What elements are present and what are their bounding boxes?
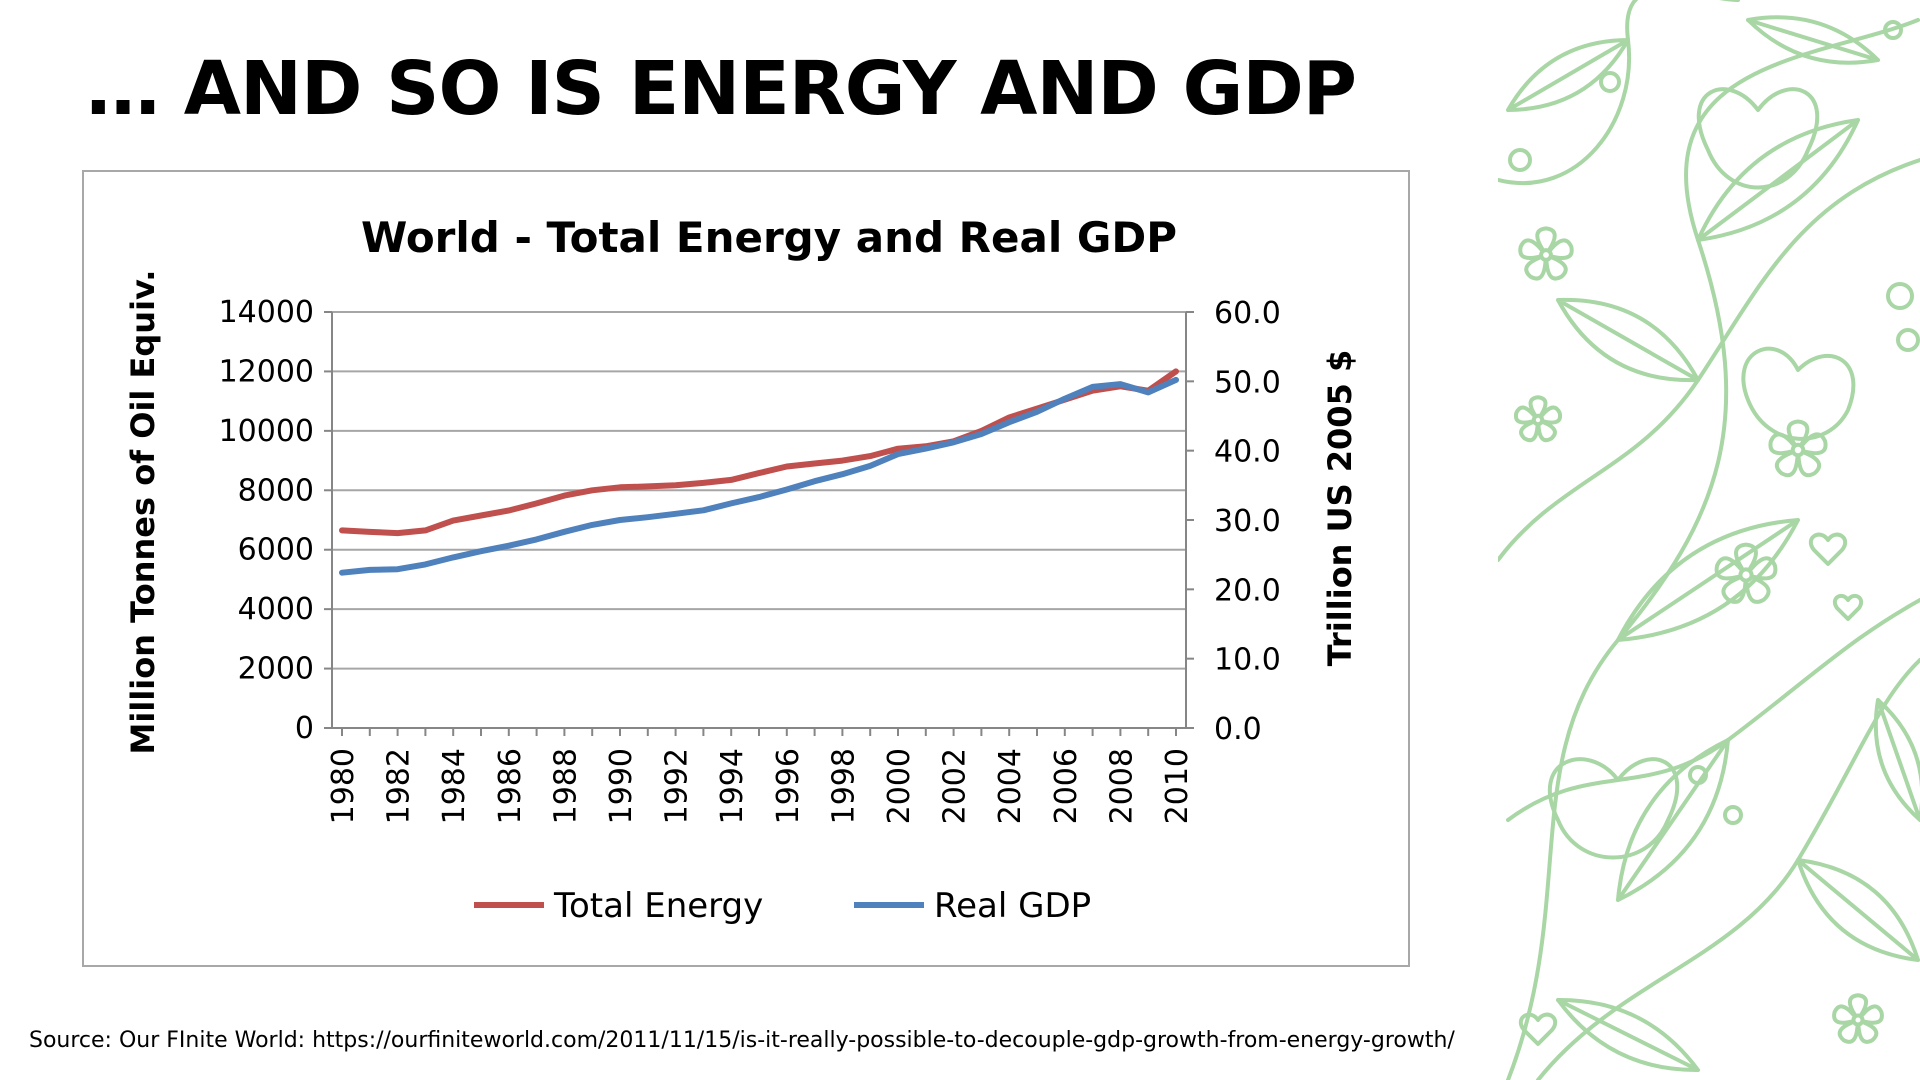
chart-title: World - Total Energy and Real GDP <box>361 213 1177 262</box>
floral-heart <box>1808 532 1848 566</box>
x-tick-label: 1992 <box>660 748 695 824</box>
x-tick-label: 1996 <box>771 748 806 824</box>
x-tick-label: 1994 <box>715 748 750 824</box>
y-tick-label: 12000 <box>219 354 314 389</box>
floral-leaf <box>1796 858 1920 962</box>
x-tick-label: 1988 <box>548 748 583 824</box>
floral-leaf <box>1616 518 1800 642</box>
legend-label: Real GDP <box>934 886 1091 926</box>
series-line-real-gdp <box>339 376 1179 576</box>
floral-heart <box>1518 1012 1558 1046</box>
y-tick-label: 0 <box>295 711 314 746</box>
y-tick-label: 14000 <box>219 295 314 330</box>
floral-leaf <box>1873 698 1920 822</box>
floral-berry <box>1599 71 1621 93</box>
floral-berry <box>1883 20 1903 40</box>
floral-berry <box>1896 328 1920 352</box>
y2-tick-label: 60.0 <box>1214 296 1281 331</box>
floral-berry <box>1688 765 1708 785</box>
floral-bell <box>1696 87 1820 190</box>
y2-tick-label: 10.0 <box>1214 643 1281 678</box>
y-axis-title: Million Tonnes of Oil Equiv. <box>124 270 162 755</box>
y2-tick-label: 40.0 <box>1214 435 1281 470</box>
legend-label: Total Energy <box>553 886 763 926</box>
y-tick-label: 2000 <box>238 652 314 687</box>
floral-blossom-center <box>1790 442 1806 458</box>
floral-stem <box>1506 18 1920 1080</box>
y2-tick-label: 50.0 <box>1214 365 1281 400</box>
x-tick-label: 2006 <box>1049 748 1084 824</box>
floral-stem <box>1498 0 1740 186</box>
floral-blossom <box>1768 419 1828 478</box>
floral-blossom-center <box>1539 248 1553 262</box>
floral-blossom <box>1832 993 1884 1044</box>
x-tick-label: 2010 <box>1160 748 1195 824</box>
y2-axis-title: Trillion US 2005 $ <box>1321 350 1359 667</box>
floral-blossom <box>1513 395 1563 443</box>
floral-berry <box>1723 805 1743 825</box>
floral-leaf <box>1506 38 1630 112</box>
floral-leaf <box>1696 118 1860 242</box>
floral-berry <box>1886 282 1914 310</box>
x-tick-label: 1986 <box>493 748 528 824</box>
floral-heart <box>1832 593 1864 621</box>
floral-bell <box>1547 757 1680 860</box>
x-tick-label: 1980 <box>326 748 361 824</box>
floral-leaf <box>1556 997 1700 1073</box>
x-tick-label: 1982 <box>382 748 417 824</box>
y-tick-label: 8000 <box>238 473 314 508</box>
floral-leaf <box>1556 297 1700 383</box>
y2-tick-label: 20.0 <box>1214 573 1281 608</box>
floral-decoration <box>1498 0 1920 1080</box>
y2-tick-label: 30.0 <box>1214 504 1281 539</box>
floral-stem <box>1506 598 1920 822</box>
floral-leaf <box>1746 15 1880 65</box>
energy-gdp-chart: World - Total Energy and Real GDP 0 2000 40… <box>124 213 1359 926</box>
y-tick-label: 4000 <box>238 592 314 627</box>
x-tick-label: 1984 <box>437 748 472 824</box>
x-tick-label: 2000 <box>882 748 917 824</box>
x-tick-label: 2002 <box>938 748 973 824</box>
y-tick-label: 10000 <box>219 414 314 449</box>
floral-blossom-center <box>1738 567 1754 583</box>
x-tick-label: 2008 <box>1104 748 1139 824</box>
source-citation: Source: Our FInite World: https://ourfin… <box>29 1028 1455 1053</box>
chart-container: World - Total Energy and Real GDP 0 2000 40… <box>82 170 1410 967</box>
series-line-total-energy <box>339 368 1179 537</box>
x-tick-label: 2004 <box>993 748 1028 824</box>
floral-line-art-icon <box>1498 0 1920 1080</box>
floral-blossom-center <box>1531 413 1545 427</box>
floral-berry <box>1508 148 1532 172</box>
floral-bell <box>1741 346 1856 441</box>
floral-blossom <box>1518 226 1574 281</box>
y-tick-label: 6000 <box>238 533 314 568</box>
floral-blossom-center <box>1851 1013 1865 1027</box>
slide-title: … AND SO IS ENERGY AND GDP <box>86 46 1357 132</box>
x-tick-label: 1990 <box>604 748 639 824</box>
x-tick-label: 1998 <box>826 748 861 824</box>
floral-blossom <box>1714 542 1778 604</box>
y2-tick-label: 0.0 <box>1214 712 1262 747</box>
